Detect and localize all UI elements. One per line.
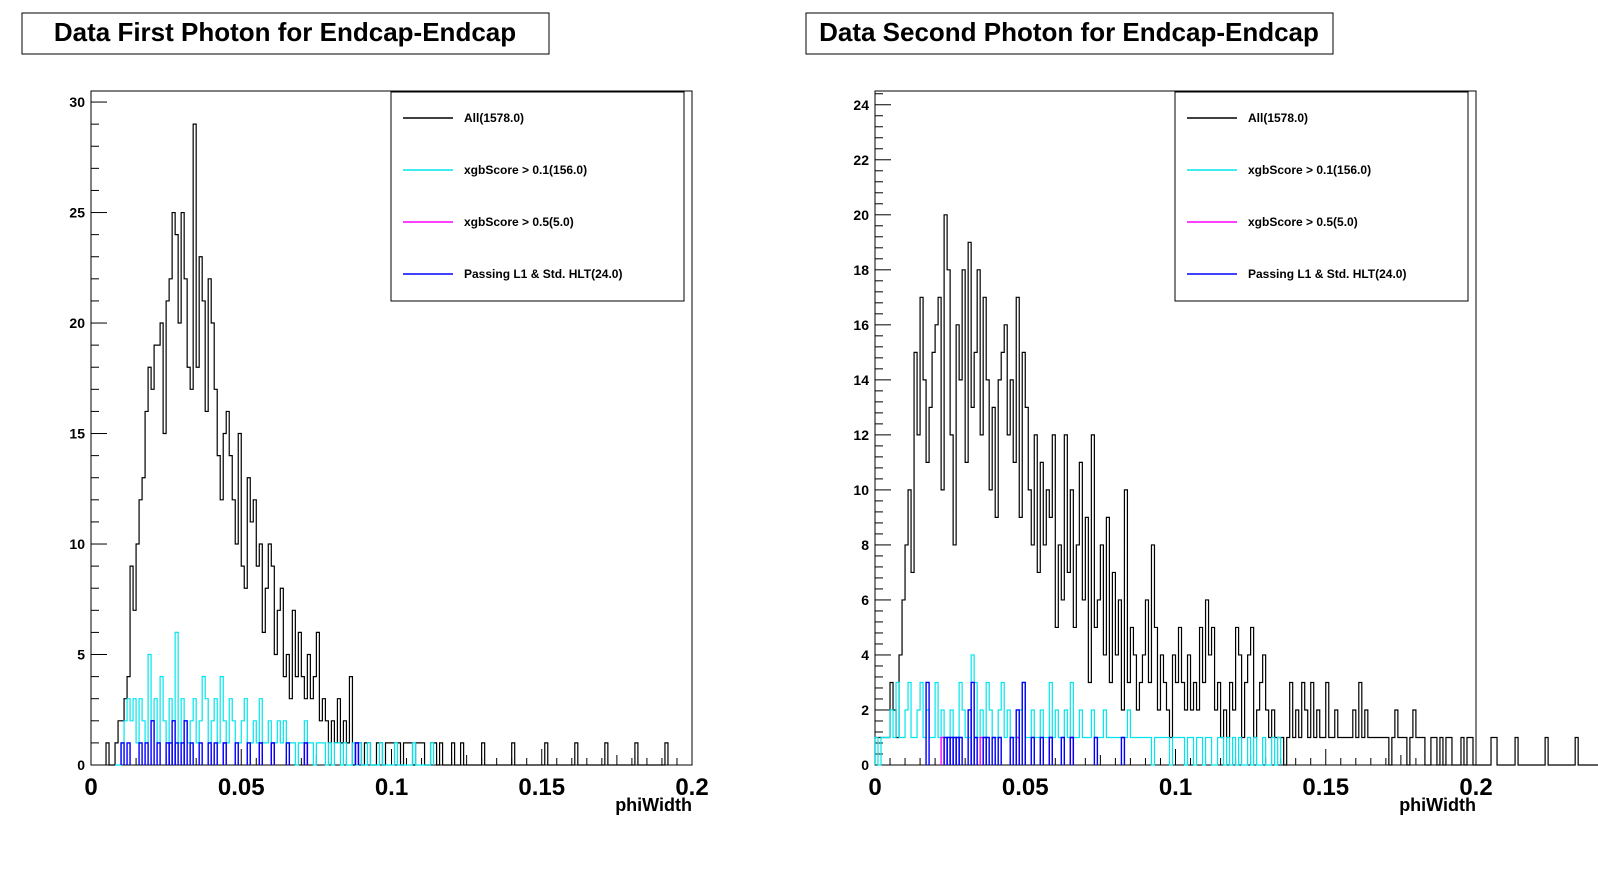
y-tick-label: 14: [853, 372, 869, 388]
y-tick-label: 6: [861, 592, 869, 608]
y-tick-label: 10: [69, 536, 85, 552]
title-box: [21, 12, 550, 55]
series-bin: [213, 742, 218, 765]
legend-box: [390, 91, 685, 302]
y-tick-label: 25: [69, 205, 85, 221]
y-tick-label: 12: [853, 427, 869, 443]
y-tick-label: 30: [69, 94, 85, 110]
series-bin: [270, 742, 276, 765]
series-bin: [1039, 736, 1044, 765]
series-bin: [958, 736, 963, 765]
series-bin: [144, 742, 149, 765]
legend-entry: All(1578.0): [464, 111, 524, 125]
series-bin: [156, 742, 161, 765]
series-bin: [1069, 736, 1075, 765]
series-bin: [258, 742, 263, 765]
y-tick-label: 8: [861, 537, 869, 553]
series-bin: [198, 742, 203, 765]
y-tick-label: 2: [861, 702, 869, 718]
panel-second-photon: Data Second Photon for Endcap-Endcap 0 0.…: [805, 12, 1598, 815]
series-bin: [354, 742, 360, 765]
y-tick-label: 24: [853, 97, 869, 113]
series-bin: [991, 736, 996, 765]
series-bin: [973, 736, 978, 765]
series-bin: [207, 742, 212, 765]
x-tick-label: 0.15: [1302, 774, 1349, 801]
y-tick-label: 0: [861, 757, 869, 773]
y-tick-label: 20: [853, 207, 869, 223]
x-axis-label: phiWidth: [1399, 795, 1476, 815]
x-tick-label: 0.1: [1159, 774, 1192, 801]
series-bin: [222, 742, 227, 765]
legend-entry: xgbScore > 0.5(5.0): [1248, 215, 1358, 229]
legend-box: [1174, 91, 1469, 302]
y-tick-label: 10: [853, 482, 869, 498]
x-tick-label: 0.2: [1459, 774, 1492, 801]
title-box: [805, 12, 1334, 55]
series-line: [874, 654, 1282, 766]
legend-entry: Passing L1 & Std. HLT(24.0): [464, 267, 622, 281]
legend-entry: xgbScore > 0.1(156.0): [1248, 163, 1371, 177]
series-bin: [126, 742, 131, 765]
series-bin: [303, 742, 309, 765]
series-bin: [1120, 736, 1126, 765]
series-bin: [246, 742, 251, 765]
series-bin: [1048, 736, 1053, 765]
chart-title: Data First Photon for Endcap-Endcap: [54, 17, 516, 47]
y-tick-label: 18: [853, 262, 869, 278]
y-tick-label: 22: [853, 152, 869, 168]
x-tick-label: 0.1: [375, 774, 408, 801]
y-tick-label: 20: [69, 315, 85, 331]
x-tick-label: 0: [868, 774, 881, 801]
series-bin: [985, 736, 990, 765]
series-bin: [1021, 681, 1026, 765]
series-bin: [1093, 736, 1099, 765]
series-bin: [1009, 736, 1014, 765]
x-tick-label: 0.05: [218, 774, 265, 801]
series-bin: [234, 742, 239, 765]
series-bin: [1015, 709, 1020, 765]
series-bin: [1060, 736, 1066, 765]
series-bin: [174, 742, 179, 765]
legend-entry: All(1578.0): [1248, 111, 1308, 125]
series-line: [874, 214, 1598, 766]
series-bin: [285, 742, 291, 765]
panel-first-photon: Data First Photon for Endcap-Endcap 0 0.0…: [21, 12, 709, 815]
y-tick-label: 0: [77, 757, 85, 773]
y-tick-label: 15: [69, 426, 85, 442]
y-tick-label: 16: [853, 317, 869, 333]
x-tick-label: 0.2: [675, 774, 708, 801]
legend-entry: xgbScore > 0.1(156.0): [464, 163, 587, 177]
y-tick-label: 4: [861, 647, 869, 663]
plot-area: 0 0.05 0.1 0.15 0.2 0 5 10 15 20 25 30 All(1578.0) xg…: [69, 90, 709, 801]
x-axis-label: phiWidth: [615, 795, 692, 815]
series-bin: [183, 720, 188, 765]
series-bin: [138, 742, 143, 765]
series-bin: [925, 681, 930, 765]
plot-area: 0 0.05 0.1 0.15 0.2024681012141618202224All(…: [853, 90, 1598, 801]
series-bin: [970, 681, 975, 765]
x-tick-label: 0.15: [518, 774, 565, 801]
series-bin: [189, 742, 194, 765]
legend-entry: xgbScore > 0.5(5.0): [464, 215, 574, 229]
series-line: [115, 631, 435, 766]
series-bin: [120, 742, 125, 765]
x-tick-label: 0.05: [1002, 774, 1049, 801]
x-tick-label: 0: [84, 774, 97, 801]
series-bin: [150, 720, 155, 765]
series-bin: [1030, 736, 1035, 765]
legend-entry: Passing L1 & Std. HLT(24.0): [1248, 267, 1406, 281]
series-bin: [997, 736, 1002, 765]
chart-title: Data Second Photon for Endcap-Endcap: [819, 17, 1319, 47]
y-tick-label: 5: [77, 647, 85, 663]
